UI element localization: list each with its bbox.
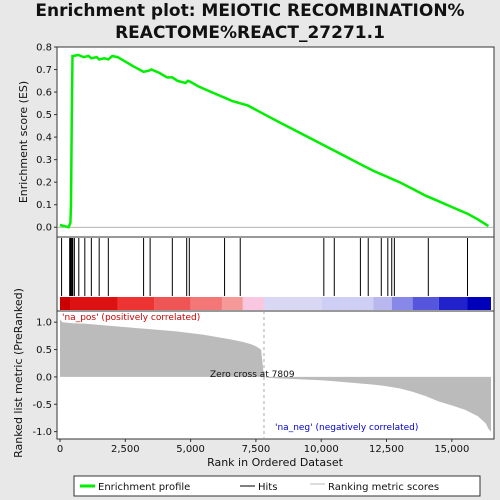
- gradient-segment: [412, 297, 439, 310]
- legend-hits-label: Hits: [258, 482, 277, 493]
- es-ytick-label: 0.3: [36, 155, 52, 166]
- gradient-segment: [373, 297, 392, 310]
- gradient-segment: [221, 297, 243, 310]
- xtick-label: 15,000: [434, 444, 469, 455]
- es-ytick-label: 0.7: [36, 65, 52, 76]
- metric-ytick-label: 1.0: [36, 318, 52, 329]
- xtick-label: 7,500: [242, 444, 271, 455]
- gradient-segment: [321, 297, 374, 310]
- gradient-segment: [70, 297, 118, 310]
- gradient-segment: [154, 297, 191, 310]
- zero-cross-label: Zero cross at 7809: [210, 370, 295, 380]
- neg-label: 'na_neg' (negatively correlated): [275, 423, 418, 433]
- metric-ytick-label: -1.0: [32, 427, 52, 438]
- page-title: Enrichment plot: MEIOTIC RECOMBINATION% …: [0, 0, 500, 44]
- es-ytick-label: 0.0: [36, 223, 52, 234]
- gradient-segment: [438, 297, 468, 310]
- xtick-label: 5,000: [176, 444, 205, 455]
- gradient-segment: [117, 297, 155, 310]
- ranking-metric-area: [60, 319, 491, 432]
- gradient-segment: [60, 297, 71, 310]
- es-ytick-label: 0.6: [36, 88, 52, 99]
- es-ytick-label: 0.1: [36, 200, 52, 211]
- es-ytick-label: 0.2: [36, 178, 52, 189]
- title-line-2: REACTOME%REACT_27271.1: [115, 23, 385, 43]
- gradient-segment: [263, 297, 322, 310]
- legend-profile-label: Enrichment profile: [98, 482, 190, 493]
- gradient-segment: [242, 297, 264, 310]
- enrichment-profile-line: [59, 53, 490, 229]
- es-ytick-label: 0.5: [36, 110, 52, 121]
- legend-metric-label: Ranking metric scores: [328, 482, 439, 493]
- pos-label: 'na_pos' (positively correlated): [62, 313, 200, 323]
- es-ytick-label: 0.8: [36, 43, 52, 54]
- metric-ylabel: Ranked list metric (PreRanked): [12, 288, 25, 458]
- gradient-segment: [391, 297, 413, 310]
- title-line-1: Enrichment plot: MEIOTIC RECOMBINATION%: [35, 1, 465, 21]
- gradient-segment: [467, 297, 491, 310]
- xtick-label: 0: [57, 444, 63, 455]
- es-panel: [56, 46, 495, 238]
- metric-ytick-label: 0.5: [36, 345, 52, 356]
- gradient-segment: [190, 297, 222, 310]
- xtick-label: 12,500: [369, 444, 404, 455]
- es-ylabel: Enrichment score (ES): [17, 81, 30, 203]
- xtick-label: 10,000: [304, 444, 339, 455]
- metric-ytick-label: -0.5: [32, 400, 52, 411]
- metric-xlabel: Rank in Ordered Dataset: [207, 456, 344, 469]
- legend: [73, 475, 481, 497]
- es-ytick-label: 0.4: [36, 133, 52, 144]
- xtick-label: 2,500: [111, 444, 140, 455]
- metric-ytick-label: 0.0: [36, 372, 52, 383]
